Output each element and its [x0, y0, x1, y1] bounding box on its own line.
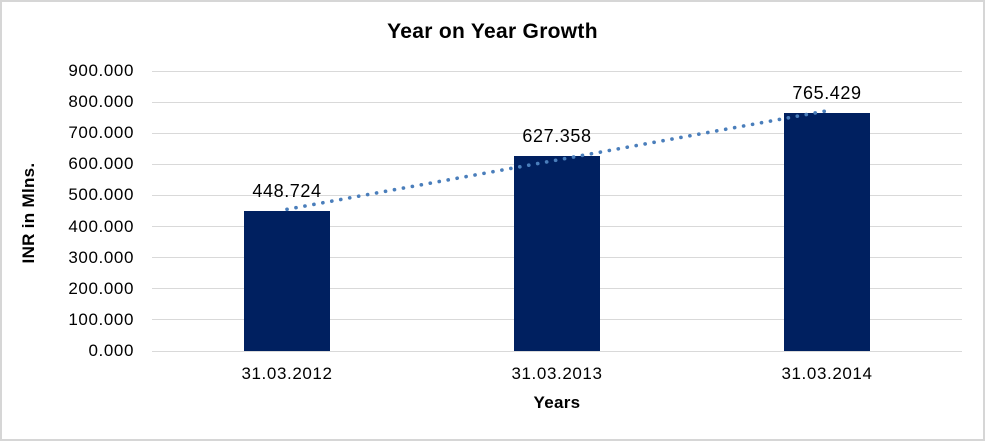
y-tick-label: 0.000: [88, 341, 134, 360]
y-tick-label: 900.000: [68, 61, 134, 80]
y-tick-label: 300.000: [68, 247, 134, 267]
bar-31.03.2014: [784, 112, 870, 351]
bar-data-label: 627.358: [522, 125, 592, 146]
y-tick-label: 400.000: [68, 216, 134, 236]
x-category-label: 31.03.2013: [511, 364, 603, 383]
y-tick-label: 800.000: [68, 92, 134, 112]
x-axis-line: [152, 350, 962, 352]
y-tick-label: 600.000: [68, 154, 134, 174]
x-category-label: 31.03.2012: [241, 364, 333, 383]
y-tick-label: 500.000: [68, 185, 134, 205]
gridline: [152, 70, 962, 72]
y-tick-label: 100.000: [68, 309, 134, 329]
bar-31.03.2012: [244, 211, 330, 351]
y-tick-label: 200.000: [68, 278, 134, 298]
bar-data-label: 448.724: [252, 181, 322, 202]
y-tick-label: 700.000: [68, 123, 134, 143]
gridline: [152, 101, 962, 103]
chart-title: Year on Year Growth: [387, 20, 598, 43]
bar-data-label: 765.429: [792, 82, 862, 103]
x-category-label: 31.03.2014: [781, 364, 873, 383]
x-axis-title: Years: [533, 393, 581, 412]
bar-31.03.2013: [514, 155, 600, 351]
